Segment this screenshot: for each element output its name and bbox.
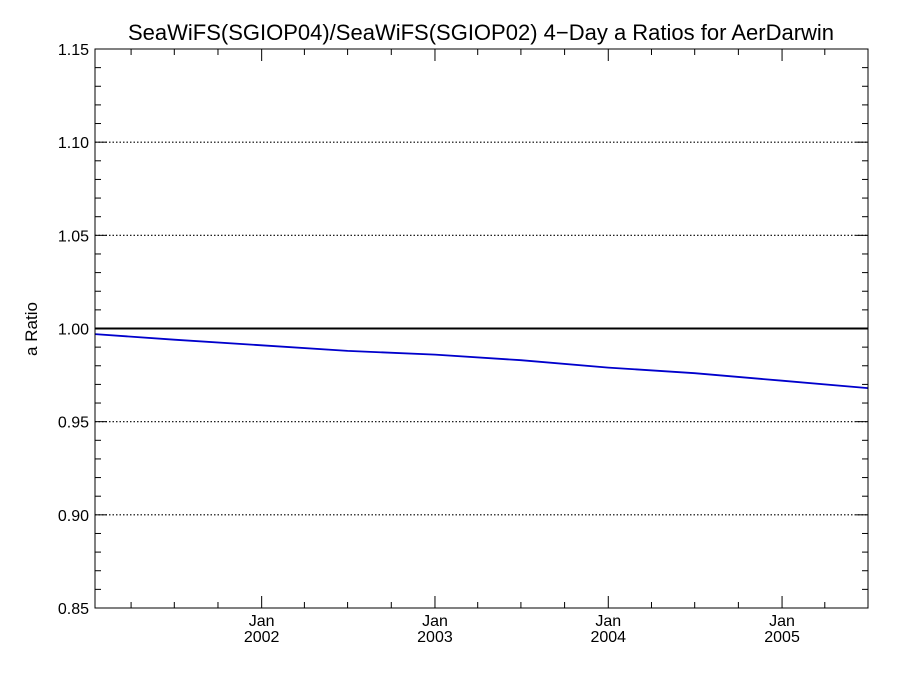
- y-axis-label: a Ratio: [22, 302, 41, 356]
- series-line: [94, 333, 869, 389]
- y-tick-label: 1.00: [58, 322, 89, 339]
- y-tick-label: 1.15: [58, 42, 89, 59]
- x-tick-month: Jan: [769, 613, 795, 630]
- y-tick-label: 0.90: [58, 508, 89, 525]
- y-tick-label: 0.85: [58, 601, 89, 618]
- chart-title: SeaWiFS(SGIOP04)/SeaWiFS(SGIOP02) 4−Day …: [128, 20, 834, 45]
- x-tick-year: 2005: [764, 629, 800, 646]
- x-tick-year: 2002: [244, 629, 280, 646]
- x-tick-year: 2003: [417, 629, 453, 646]
- y-tick-label: 1.05: [58, 228, 89, 245]
- y-tick-labels: 0.85 0.90 0.95 1.00 1.05 1.10 1.15: [58, 42, 89, 618]
- y-tick-label: 0.95: [58, 415, 89, 432]
- x-tick-month: Jan: [595, 613, 621, 630]
- x-tick-year: 2004: [590, 629, 626, 646]
- plot-frame: [94, 48, 869, 609]
- y-tick-label: 1.10: [58, 135, 89, 152]
- plot-lines: [94, 327, 869, 389]
- x-tick-month: Jan: [422, 613, 448, 630]
- x-tick-month: Jan: [249, 613, 275, 630]
